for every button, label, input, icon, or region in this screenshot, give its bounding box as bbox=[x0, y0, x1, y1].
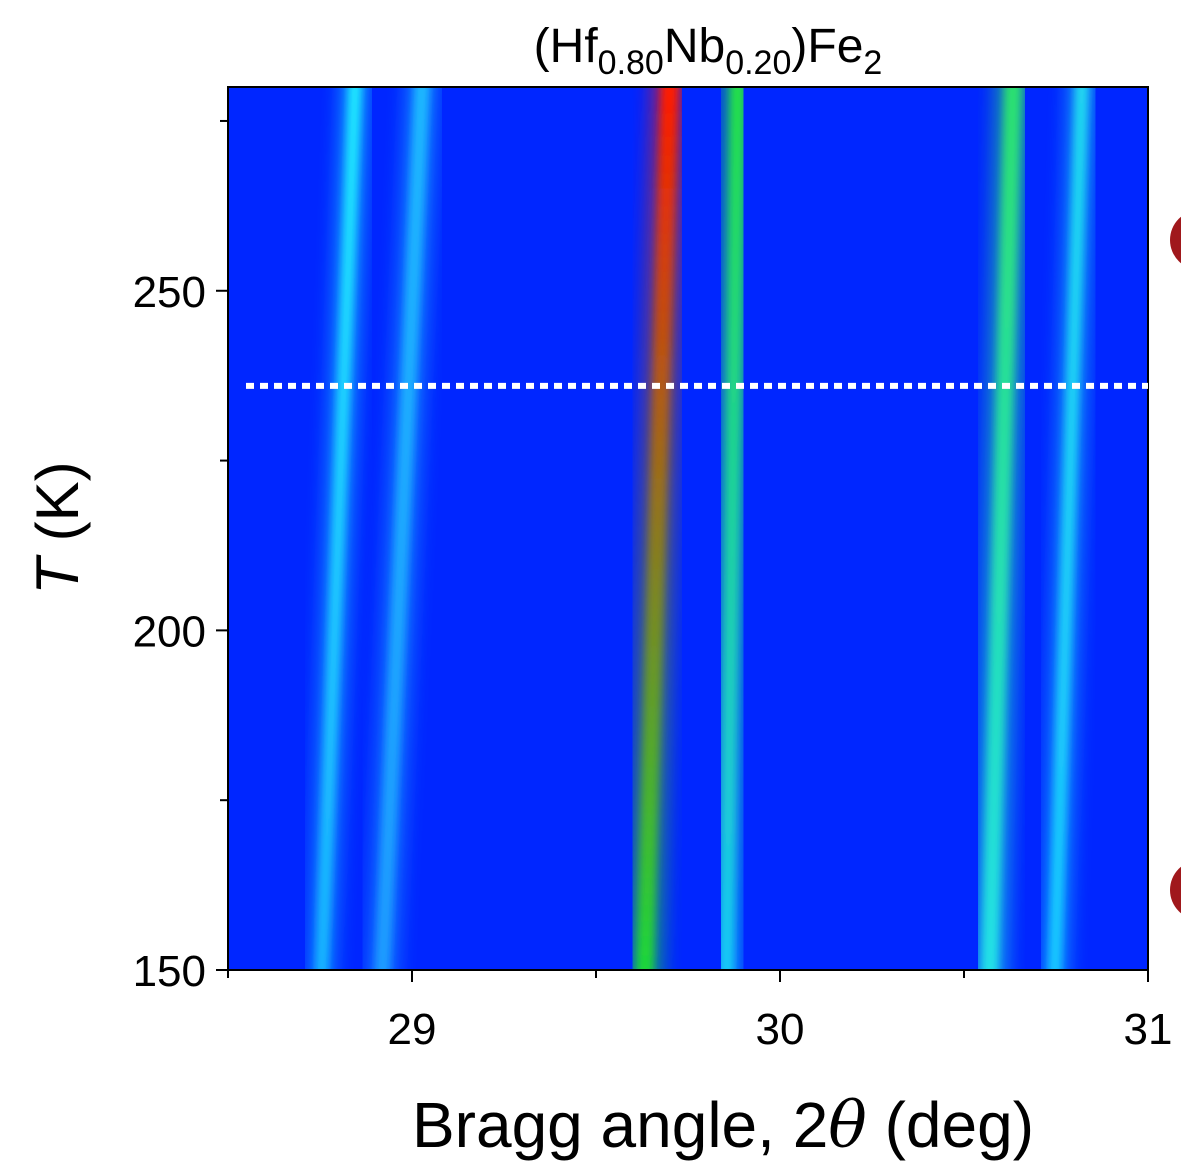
x-label-part: Bragg angle, 2 bbox=[412, 1089, 828, 1161]
y-label-part: T bbox=[24, 554, 91, 595]
title-subscript: 0.80 bbox=[598, 44, 664, 82]
title-subscript: 2 bbox=[863, 44, 882, 82]
y-axis-label: T (K) bbox=[24, 461, 91, 594]
title-subscript: 0.20 bbox=[725, 44, 791, 82]
peak-band bbox=[636, 87, 678, 970]
peak-band bbox=[1048, 87, 1089, 970]
x-tick-label: 31 bbox=[1124, 1005, 1173, 1054]
x-axis-label: Bragg angle, 2θ (deg) bbox=[412, 1089, 1034, 1163]
side-marker bbox=[1170, 216, 1181, 264]
title-part: (Hf bbox=[534, 20, 599, 73]
x-tick-label: 29 bbox=[388, 1005, 437, 1054]
side-marker bbox=[1170, 866, 1181, 914]
x-label-part: θ bbox=[828, 1089, 867, 1163]
title-part: )Fe bbox=[791, 20, 863, 73]
peak-band bbox=[981, 87, 1022, 970]
plot-frame bbox=[227, 86, 1149, 971]
y-tick-label: 150 bbox=[133, 947, 206, 996]
plot-area bbox=[228, 87, 1148, 970]
chart-title: (Hf0.80Nb0.20)Fe2 bbox=[534, 20, 883, 82]
peak-band bbox=[719, 87, 746, 970]
y-label-part: (K) bbox=[24, 461, 91, 558]
title-part: Nb bbox=[664, 20, 725, 73]
x-label-part: (deg) bbox=[867, 1089, 1034, 1161]
peak-band bbox=[315, 87, 362, 970]
y-tick-label: 250 bbox=[133, 268, 206, 317]
x-tick-label: 30 bbox=[756, 1005, 805, 1054]
peak-band bbox=[375, 87, 430, 970]
y-tick-label: 200 bbox=[133, 607, 206, 656]
